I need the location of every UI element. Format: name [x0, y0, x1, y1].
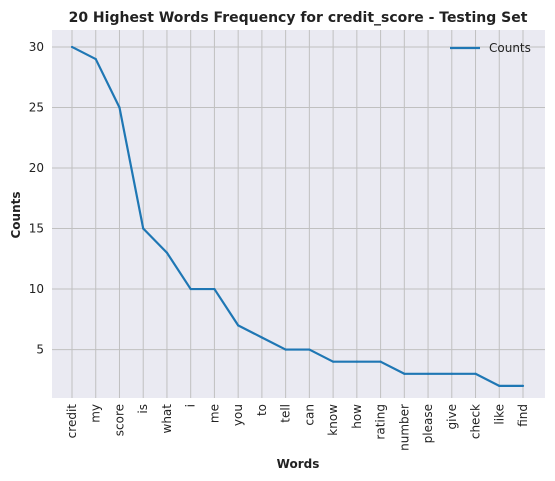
y-ticks: 5 10 15 20 25 30: [29, 40, 44, 357]
x-tick-label: how: [350, 404, 364, 429]
x-tick-label: can: [302, 404, 316, 426]
data-point: [379, 360, 382, 363]
data-point: [521, 384, 525, 387]
x-tick-label: i: [184, 404, 198, 407]
x-tick-label: to: [255, 404, 269, 416]
data-point: [332, 360, 335, 363]
x-tick-label: give: [445, 404, 459, 429]
x-tick-label: please: [421, 404, 435, 443]
data-point: [118, 106, 121, 109]
y-axis-label: Counts: [9, 191, 23, 238]
y-tick-label: 30: [29, 40, 44, 54]
x-tick-label: find: [516, 404, 530, 427]
x-tick-label: rating: [374, 404, 388, 440]
data-point: [355, 360, 358, 363]
data-point: [213, 287, 216, 291]
x-tick-label: tell: [279, 404, 293, 423]
data-point: [308, 348, 311, 351]
x-tick-label: score: [112, 404, 126, 436]
data-point: [165, 251, 169, 254]
series-group: [70, 45, 525, 387]
y-tick-label: 15: [29, 222, 44, 236]
data-point: [70, 45, 74, 49]
data-point: [426, 372, 430, 375]
x-tick-label: what: [160, 404, 174, 434]
chart-title: 20 Highest Words Frequency for credit_sc…: [69, 10, 528, 26]
x-tick-label: my: [89, 404, 103, 423]
x-tick-label: like: [492, 404, 506, 425]
x-tick-label: me: [207, 404, 221, 423]
grid: [52, 30, 545, 398]
data-point: [237, 324, 240, 327]
data-point: [189, 287, 192, 291]
x-tick-label: know: [326, 404, 340, 436]
data-point: [450, 372, 453, 375]
data-point: [260, 336, 263, 339]
x-tick-label: number: [397, 404, 411, 451]
x-tick-label: you: [231, 404, 245, 426]
y-tick-label: 25: [29, 100, 44, 114]
y-tick-label: 5: [36, 343, 44, 357]
x-axis-label: Words: [277, 457, 320, 471]
x-tick-label: check: [469, 404, 483, 439]
data-point: [474, 372, 477, 375]
x-tick-label: is: [136, 404, 150, 414]
data-point: [498, 384, 501, 387]
x-tick-label: credit: [65, 404, 79, 439]
legend-label: Counts: [489, 41, 531, 55]
y-tick-label: 10: [29, 282, 44, 296]
series-line: [71, 45, 523, 387]
y-tick-label: 20: [29, 161, 44, 175]
data-point: [94, 57, 97, 61]
plot-area: [52, 30, 545, 398]
data-point: [284, 348, 287, 351]
data-point: [403, 372, 406, 375]
x-ticks: credit my score is what i me you to tell can know ho…: [65, 404, 530, 451]
legend: Counts: [450, 41, 531, 55]
data-point: [142, 227, 145, 230]
